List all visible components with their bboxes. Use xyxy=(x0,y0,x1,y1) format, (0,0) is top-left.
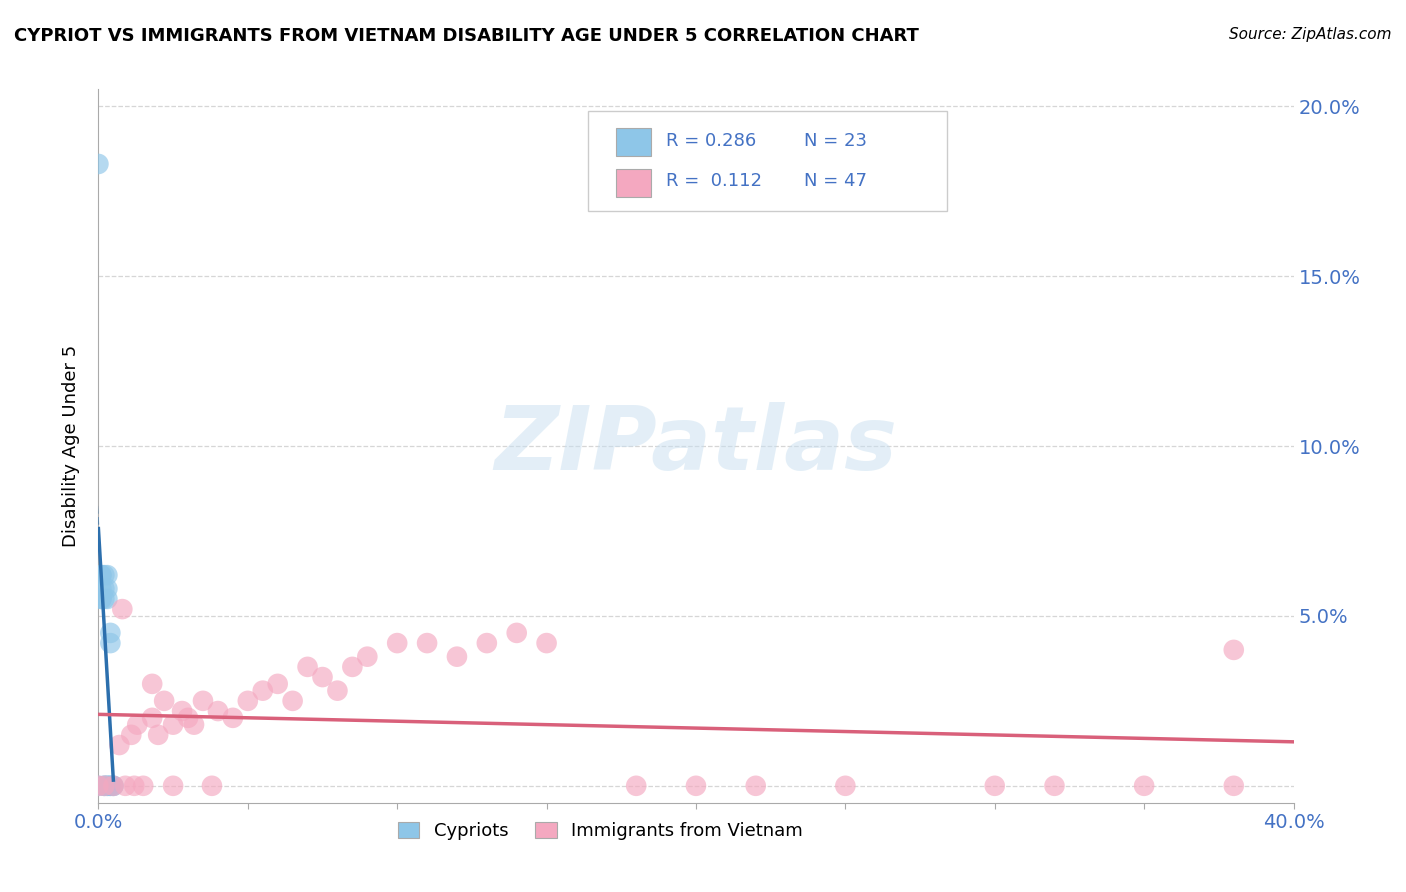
Point xyxy=(132,779,155,793)
Point xyxy=(536,636,558,650)
Point xyxy=(98,626,122,640)
Point xyxy=(148,728,170,742)
Point xyxy=(90,591,112,606)
Point xyxy=(222,711,245,725)
Point xyxy=(475,636,498,650)
Point xyxy=(120,728,142,742)
Point xyxy=(90,582,112,596)
Point xyxy=(1043,779,1066,793)
Point xyxy=(626,779,648,793)
Legend: Cypriots, Immigrants from Vietnam: Cypriots, Immigrants from Vietnam xyxy=(391,814,810,847)
Text: CYPRIOT VS IMMIGRANTS FROM VIETNAM DISABILITY AGE UNDER 5 CORRELATION CHART: CYPRIOT VS IMMIGRANTS FROM VIETNAM DISAB… xyxy=(14,27,920,45)
Point xyxy=(111,602,134,616)
Point xyxy=(90,591,112,606)
Point xyxy=(141,677,163,691)
Text: N = 47: N = 47 xyxy=(804,172,866,190)
Point xyxy=(114,779,136,793)
Text: R = 0.286: R = 0.286 xyxy=(666,132,756,150)
Point xyxy=(506,626,529,640)
Point xyxy=(98,779,122,793)
Point xyxy=(90,568,112,582)
Point xyxy=(191,694,214,708)
FancyBboxPatch shape xyxy=(589,111,948,211)
Point xyxy=(141,711,163,725)
Point xyxy=(96,582,118,596)
Point xyxy=(98,779,122,793)
Point xyxy=(162,717,184,731)
Point xyxy=(281,694,304,708)
Point xyxy=(267,677,290,691)
Point xyxy=(183,717,205,731)
Point xyxy=(93,779,115,793)
Point xyxy=(172,704,194,718)
Point xyxy=(311,670,333,684)
Point xyxy=(1223,643,1246,657)
Point xyxy=(177,711,200,725)
Point xyxy=(446,649,468,664)
Point xyxy=(236,694,259,708)
Point xyxy=(356,649,378,664)
Point xyxy=(124,779,146,793)
Point xyxy=(93,591,115,606)
Point xyxy=(1223,779,1246,793)
Point xyxy=(98,636,122,650)
Point xyxy=(252,683,274,698)
Point xyxy=(96,591,118,606)
Point xyxy=(87,157,110,171)
Point xyxy=(342,660,364,674)
FancyBboxPatch shape xyxy=(616,128,651,156)
Point xyxy=(103,779,125,793)
Point xyxy=(745,779,768,793)
Point xyxy=(207,704,229,718)
Point xyxy=(93,582,115,596)
Point xyxy=(90,568,112,582)
Point xyxy=(326,683,349,698)
Point xyxy=(416,636,439,650)
Y-axis label: Disability Age Under 5: Disability Age Under 5 xyxy=(62,345,80,547)
Point xyxy=(127,717,149,731)
Point xyxy=(93,779,115,793)
Point xyxy=(162,779,184,793)
Point xyxy=(87,779,110,793)
Point xyxy=(108,738,131,752)
Text: N = 23: N = 23 xyxy=(804,132,866,150)
Text: R =  0.112: R = 0.112 xyxy=(666,172,762,190)
Text: Source: ZipAtlas.com: Source: ZipAtlas.com xyxy=(1229,27,1392,42)
Point xyxy=(834,779,856,793)
Point xyxy=(96,779,118,793)
Point xyxy=(96,779,118,793)
Point xyxy=(1133,779,1156,793)
Point xyxy=(93,779,115,793)
Text: ZIPatlas: ZIPatlas xyxy=(495,402,897,490)
Point xyxy=(685,779,707,793)
Point xyxy=(93,568,115,582)
Point xyxy=(984,779,1007,793)
Point xyxy=(87,779,110,793)
Point xyxy=(103,779,125,793)
Point xyxy=(297,660,319,674)
Point xyxy=(103,779,125,793)
FancyBboxPatch shape xyxy=(616,169,651,196)
Point xyxy=(96,568,118,582)
Point xyxy=(153,694,176,708)
Point xyxy=(385,636,409,650)
Point xyxy=(201,779,224,793)
